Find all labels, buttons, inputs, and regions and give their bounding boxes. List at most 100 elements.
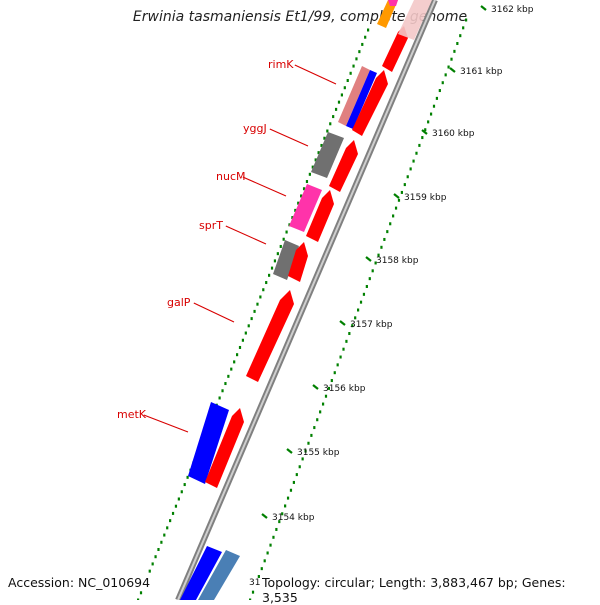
- tick-dot: [180, 490, 183, 494]
- gene-leader-line: [269, 128, 309, 147]
- gene-pink[interactable]: [338, 66, 370, 126]
- tick-dot: [412, 159, 415, 163]
- gene-fwd-4[interactable]: [306, 190, 334, 242]
- kbp-major-tick: [312, 384, 319, 390]
- tick-dot: [438, 89, 441, 93]
- tick-dot: [163, 533, 166, 537]
- tick-dot: [355, 57, 358, 61]
- kbp-tick-label: 3154 kbp: [272, 513, 315, 523]
- kbp-major-tick: [286, 448, 293, 454]
- gene-fwd-3[interactable]: [329, 140, 358, 192]
- tick-dot: [368, 277, 371, 281]
- gene-nucM-product[interactable]: [289, 184, 322, 232]
- gene-label-galP[interactable]: galP: [167, 296, 191, 309]
- tick-dot: [319, 410, 322, 414]
- tick-dot: [427, 120, 430, 124]
- tick-dot: [253, 309, 256, 313]
- gene-label-yggJ[interactable]: yggJ: [243, 122, 267, 135]
- gene-orange[interactable]: [377, 0, 398, 28]
- tick-dot: [151, 562, 154, 566]
- gene-leader-line: [225, 225, 267, 245]
- tick-dot: [346, 79, 349, 83]
- tick-dot: [359, 300, 363, 304]
- tick-dot: [310, 433, 313, 437]
- tick-dot: [453, 49, 456, 53]
- gene-fwd-5[interactable]: [288, 242, 308, 282]
- kbp-major-tick: [449, 67, 456, 73]
- tick-dot: [262, 288, 265, 292]
- tick-dot: [330, 379, 333, 383]
- gene-metK-product[interactable]: [188, 402, 229, 484]
- tick-dot: [340, 93, 343, 97]
- kbp-tick-label: 3157 kbp: [350, 320, 393, 330]
- gene-sprT-product[interactable]: [273, 240, 299, 280]
- tick-dot: [332, 115, 335, 119]
- tick-dot: [348, 332, 351, 336]
- tick-dot: [238, 345, 242, 349]
- gene-label-metK[interactable]: metK: [117, 408, 147, 421]
- tick-dot: [157, 547, 160, 551]
- tick-dot: [305, 180, 309, 184]
- tick-dot: [349, 71, 352, 75]
- gene-label-sprT[interactable]: sprT: [199, 219, 223, 232]
- gene-magenta-top[interactable]: [388, 0, 398, 6]
- kbp-tick-label: 3161 kbp: [460, 67, 503, 77]
- tick-dot: [352, 64, 355, 68]
- gene-rimK-product[interactable]: [346, 70, 377, 129]
- tick-dot: [298, 465, 301, 469]
- tick-dot: [282, 237, 285, 241]
- tick-dot: [421, 136, 424, 140]
- tick-dot: [333, 371, 336, 375]
- gene-leader-line: [294, 64, 337, 85]
- gene-fwd-2[interactable]: [352, 70, 388, 136]
- gene-label-rimK[interactable]: rimK: [268, 58, 294, 71]
- gene-yggJ-product[interactable]: [311, 132, 344, 178]
- tick-dot: [171, 511, 175, 515]
- tick-dot: [289, 488, 293, 492]
- tick-dot: [250, 317, 253, 321]
- kbp-major-tick: [365, 256, 372, 262]
- tick-dot: [244, 331, 247, 335]
- tick-dot: [307, 441, 310, 445]
- tick-dot: [227, 374, 230, 378]
- tick-dot: [326, 129, 329, 133]
- kbp-major-tick: [480, 5, 487, 11]
- tick-dot: [270, 266, 274, 270]
- gene-fwd-1[interactable]: [382, 26, 408, 72]
- tick-dot: [364, 35, 367, 39]
- tick-dot: [302, 187, 306, 191]
- tick-dot: [329, 122, 332, 126]
- tick-dot: [295, 473, 298, 477]
- tick-dot: [235, 353, 239, 357]
- partial-kbp-label: 31: [247, 578, 263, 588]
- tick-dot: [154, 555, 157, 559]
- tick-dot: [269, 543, 272, 547]
- tick-dot: [272, 535, 275, 539]
- tick-dot: [358, 50, 361, 54]
- tick-dot: [465, 18, 468, 22]
- tick-dot: [343, 86, 346, 90]
- tick-dot: [297, 201, 300, 205]
- tick-dot: [247, 324, 250, 328]
- tick-dot: [316, 418, 319, 422]
- tick-dot: [259, 295, 262, 299]
- tick-dot: [288, 223, 291, 227]
- gene-bottom-steel[interactable]: [198, 550, 240, 600]
- gene-bottom-blue[interactable]: [180, 546, 222, 600]
- tick-dot: [342, 347, 345, 351]
- tick-dot: [292, 480, 295, 484]
- gene-label-nucM[interactable]: nucM: [216, 170, 245, 183]
- tick-dot: [286, 496, 290, 500]
- kbp-tick-label: 3159 kbp: [404, 193, 447, 203]
- tick-dot: [327, 386, 331, 390]
- tick-dot: [365, 284, 368, 288]
- kbp-tick-label: 3156 kbp: [323, 384, 366, 394]
- topology-text: Topology: circular; Length: 3,883,467 bp…: [260, 575, 600, 605]
- tick-dot: [324, 394, 328, 398]
- tick-dot: [450, 57, 453, 61]
- tick-dot: [357, 308, 360, 312]
- gene-fwd-metK-adjacent[interactable]: [205, 408, 244, 488]
- gene-galP-product[interactable]: [246, 290, 294, 382]
- accession-text: Accession: NC_010694: [6, 575, 153, 590]
